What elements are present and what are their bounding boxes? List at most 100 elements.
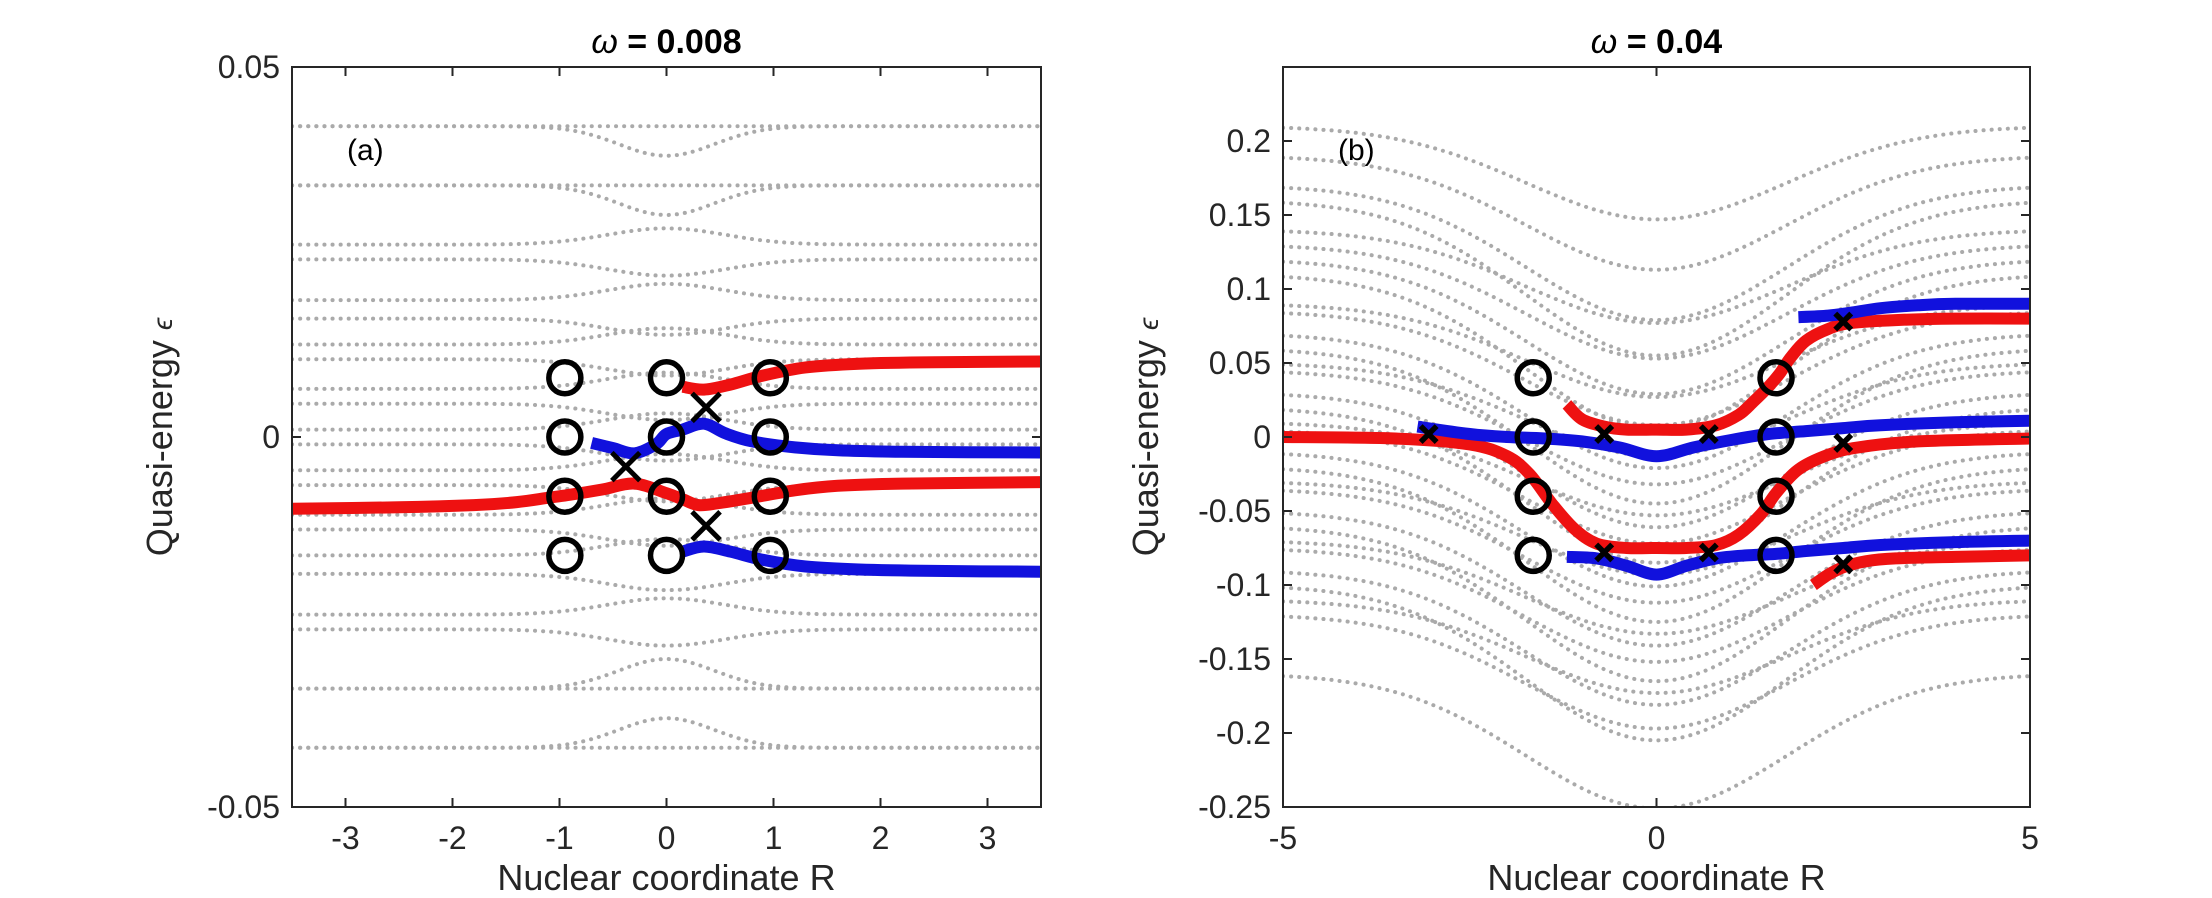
- panel-a-circle-marker-0: [546, 359, 584, 397]
- panel-b-level-29: [1283, 614, 2030, 731]
- panel-b-y-tick-label-9: 0.2: [1227, 123, 1271, 159]
- panel-a-circle-marker-3: [546, 536, 584, 575]
- panel-b-y-tick-label-0: -0.25: [1198, 789, 1271, 825]
- panel-a-avoided-low-0: [292, 183, 1041, 218]
- panel-b-y-tick-label-1: -0.2: [1216, 715, 1271, 751]
- panel-b-y-tick-label-5: 0: [1253, 419, 1271, 455]
- panel-a-y-axis-label-symbol: ϵ: [147, 317, 178, 330]
- panel-a-circle-marker-2: [546, 477, 584, 515]
- panel-a-axes: -3 -2 -1 0 1 2 3 -0.05 0 0.05: [207, 49, 1042, 856]
- panel-b-level-23: [1283, 526, 2030, 684]
- panel-b-level-25: [1283, 547, 2030, 665]
- panel-a-series: [292, 355, 1041, 578]
- panel-b-cross-marker-3: [1594, 542, 1615, 563]
- panel-a-series-red-upper: [681, 355, 1041, 396]
- panel-a-cross-marker-2: [690, 510, 722, 542]
- panel-b: -5 0 5 -0.25 -0.2 -0.15 -0.1 -0.05 0 0.05 0.1 0.15 0…: [1125, 23, 2039, 898]
- panel-a-circle-marker-1: [546, 418, 584, 456]
- panel-b-axes: -5 0 5 -0.25 -0.2 -0.15 -0.1 -0.05 0 0.05 0.1 0.15 0…: [1198, 66, 2039, 856]
- panel-a-circle-marker-10: [751, 477, 790, 515]
- panel-a-x-axis-label: Nuclear coordinate R: [497, 857, 835, 898]
- panel-b-level-1: [1283, 155, 2030, 272]
- panel-b-cross-marker-7: [1833, 554, 1854, 575]
- panel-a-y-tick-label-1: 0: [262, 419, 280, 455]
- panel-b-y-tick-label-8: 0.15: [1209, 197, 1271, 233]
- panel-b-series-red-bottom: [1809, 549, 2030, 590]
- panel-a-x-tick-label-4: 1: [765, 820, 783, 856]
- panel-b-level-27: [1283, 585, 2030, 743]
- panel-b-level-28: [1283, 599, 2030, 695]
- panel-b-level-13: [1283, 370, 2030, 487]
- panel-b-cross-marker-1: [1594, 424, 1615, 444]
- panel-b-circle-marker-0: [1514, 359, 1552, 397]
- panel-b-x-tick-label-0: -5: [1269, 820, 1297, 856]
- panel-a-cross-marker-1: [610, 450, 642, 483]
- panel-b-series-red-left: [1283, 431, 2030, 555]
- panel-a-x-tick-label-3: 0: [658, 820, 676, 856]
- panel-b-level-3: [1283, 200, 2030, 358]
- panel-b-cross-marker-0: [1418, 424, 1439, 444]
- panel-b-y-axis-label-symbol: ϵ: [1133, 317, 1164, 330]
- panel-b-y-tick-label-7: 0.1: [1227, 271, 1271, 307]
- panel-b-cross-marker-6: [1833, 432, 1854, 453]
- panel-b-cross-marker-4: [1698, 542, 1719, 563]
- panel-b-title-symbol: ω: [1591, 23, 1617, 61]
- panel-b-series-red-middle: [1562, 312, 2030, 436]
- panel-a-y-tick-label-2: 0.05: [218, 49, 280, 85]
- panel-a-x-tick-label-2: -1: [545, 820, 573, 856]
- panel-a-x-tick-label-1: -2: [438, 820, 466, 856]
- panel-a-circle-marker-11: [751, 536, 790, 575]
- panel-a-background-levels: [292, 124, 1041, 750]
- panel-b-level-11: [1283, 348, 2030, 506]
- panel-b-level-9: [1283, 311, 2030, 428]
- panel-a-avoided-low-1: [292, 716, 1041, 750]
- panel-b-x-axis-label: Nuclear coordinate R: [1487, 857, 1825, 898]
- panel-a-circle-marker-7: [647, 536, 686, 575]
- panel-b-y-tick-label-6: 0.05: [1209, 345, 1271, 381]
- panel-a-y-tick-label-0: -0.05: [207, 789, 280, 825]
- panel-a-circle-marker-9: [751, 418, 790, 456]
- panel-b-circle-marker-5: [1757, 418, 1795, 456]
- panel-a-x-tick-label-5: 2: [872, 820, 890, 856]
- panel-b-cross-marker-5: [1833, 311, 1854, 332]
- panel-a-circle-marker-6: [647, 477, 686, 515]
- panel-b-y-tick-label-3: -0.1: [1216, 567, 1271, 603]
- panel-b-circle-marker-4: [1757, 359, 1795, 397]
- panel-b-level-0: [1283, 125, 2030, 222]
- panel-a-series-blue-upper: [590, 417, 1041, 460]
- panel-a-series-blue-lower: [680, 540, 1041, 578]
- panel-b-label: (b): [1338, 134, 1375, 167]
- panel-b-circle-marker-1: [1514, 418, 1552, 456]
- panel-b-cross-marker-2: [1698, 424, 1719, 444]
- panel-b-title: ω = 0.04: [1591, 23, 1722, 61]
- panel-b-series-blue-top: [1798, 297, 2030, 324]
- panel-b-y-axis-label-text: Quasi-energy: [1125, 330, 1166, 556]
- panel-a-title-symbol: ω: [591, 23, 617, 61]
- panel-b-y-tick-label-2: -0.15: [1198, 641, 1271, 677]
- panel-a-avoided-high-1: [292, 656, 1041, 691]
- panel-a-series-red-lower: [292, 476, 1041, 515]
- panel-a-label: (a): [347, 134, 384, 167]
- panel-b-level-21: [1283, 488, 2030, 605]
- panel-b-series-blue-bottom: [1566, 534, 2030, 581]
- panel-b-circle-marker-7: [1757, 536, 1795, 575]
- panel-b-title-value: = 0.04: [1617, 23, 1722, 61]
- panel-a-x-tick-label-0: -3: [331, 820, 359, 856]
- panel-b-series: [1283, 297, 2030, 590]
- panel-b-y-axis-label: Quasi-energy ϵ: [1125, 317, 1166, 556]
- panel-a-avoided-high-0: [292, 124, 1041, 158]
- panel-a-cross-marker-0: [690, 391, 722, 424]
- panel-b-circle-marker-2: [1514, 477, 1552, 515]
- panel-a: -3 -2 -1 0 1 2 3 -0.05 0 0.05 (a) ω = 0.008 Nucle…: [139, 23, 1042, 898]
- panel-b-markers: [1418, 311, 1854, 575]
- panel-a-x-tick-label-6: 3: [979, 820, 997, 856]
- panel-a-title: ω = 0.008: [591, 23, 741, 61]
- panel-b-x-tick-label-2: 5: [2021, 820, 2039, 856]
- panel-b-y-tick-label-4: -0.05: [1198, 493, 1271, 529]
- panel-b-level-5: [1283, 244, 2030, 361]
- panel-a-y-axis-label-text: Quasi-energy: [139, 330, 180, 556]
- panel-a-y-axis-label: Quasi-energy ϵ: [139, 317, 180, 556]
- panel-b-circle-marker-3: [1514, 536, 1552, 575]
- panel-a-circle-marker-4: [647, 359, 686, 397]
